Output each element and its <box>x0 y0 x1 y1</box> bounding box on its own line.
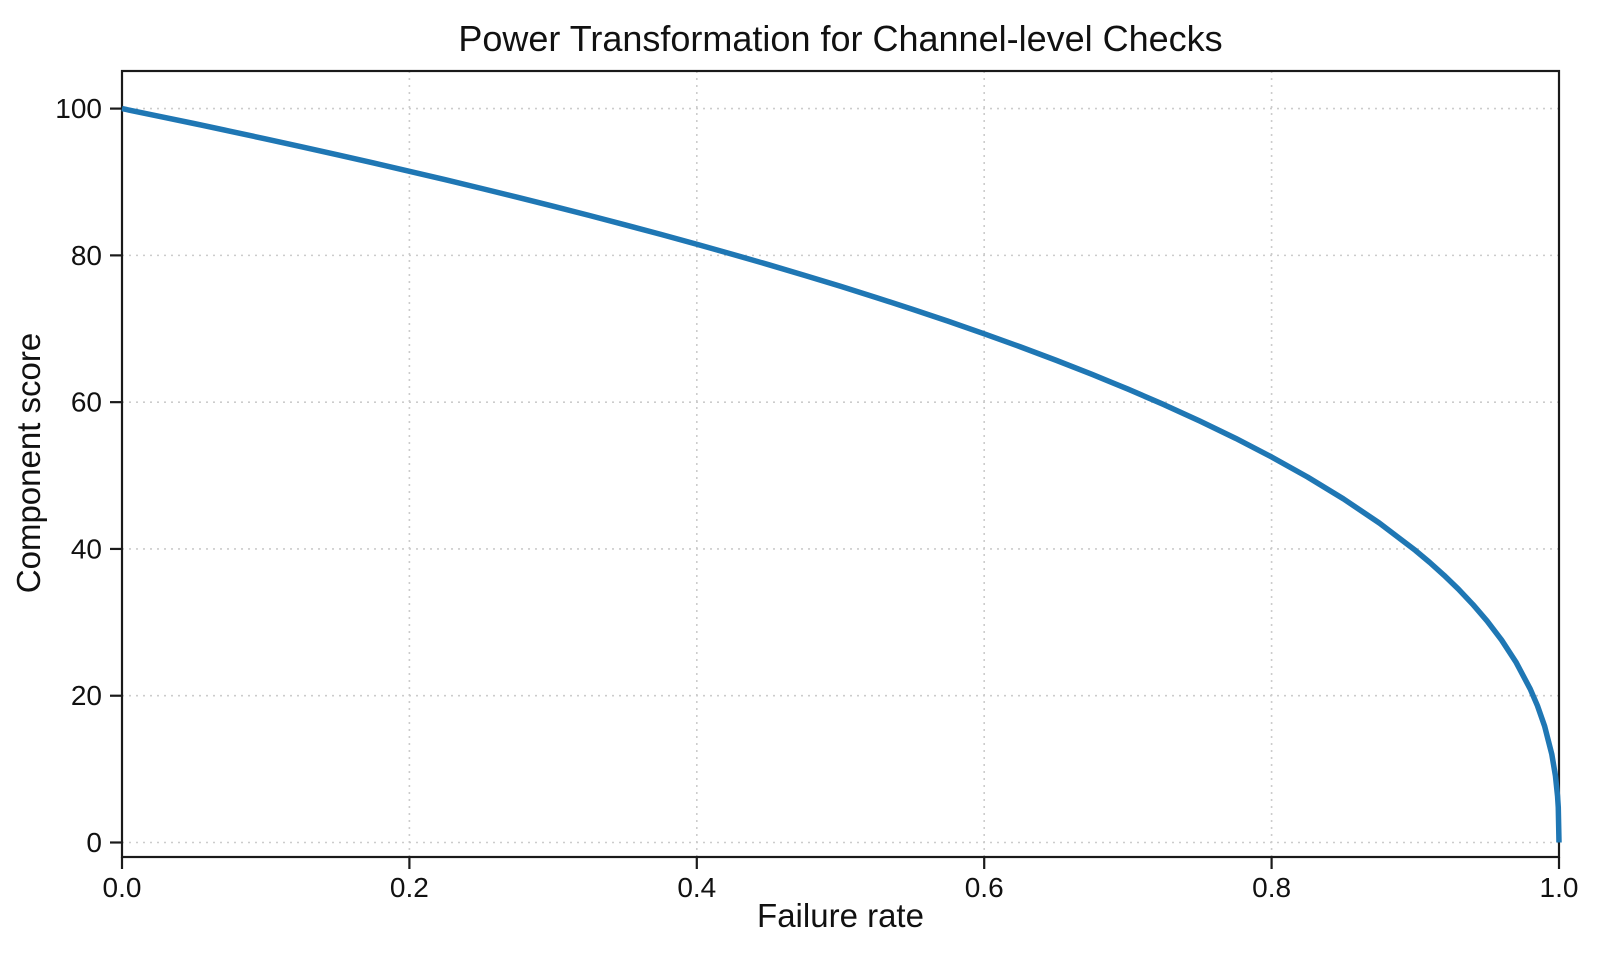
y-tick-label: 0 <box>86 827 102 858</box>
x-axis-label: Failure rate <box>757 897 924 934</box>
x-tick-label: 0.0 <box>103 872 142 903</box>
y-tick-label: 100 <box>55 93 102 124</box>
curve-component-score-curve <box>121 105 1562 843</box>
x-tick-label: 0.4 <box>677 872 716 903</box>
x-tick-label: 0.8 <box>1252 872 1291 903</box>
y-tick-label: 60 <box>71 387 102 418</box>
y-axis-label: Component score <box>10 333 47 593</box>
chart-title: Power Transformation for Channel-level C… <box>458 18 1222 59</box>
x-tick-label: 0.6 <box>965 872 1004 903</box>
x-tick-label: 0.2 <box>390 872 429 903</box>
y-tick-label: 20 <box>71 680 102 711</box>
y-tick-label: 40 <box>71 533 102 564</box>
tick-layer: 0.0 0.2 0.4 0.6 0.8 1.0 0 20 40 60 80 100 <box>55 93 1578 903</box>
curve-layer <box>121 105 1562 843</box>
axes-border <box>120 69 1561 859</box>
axes-spines <box>120 69 1561 859</box>
grid-layer <box>121 71 1560 857</box>
y-tick-label: 80 <box>71 240 102 271</box>
x-tick-label: 1.0 <box>1540 872 1579 903</box>
